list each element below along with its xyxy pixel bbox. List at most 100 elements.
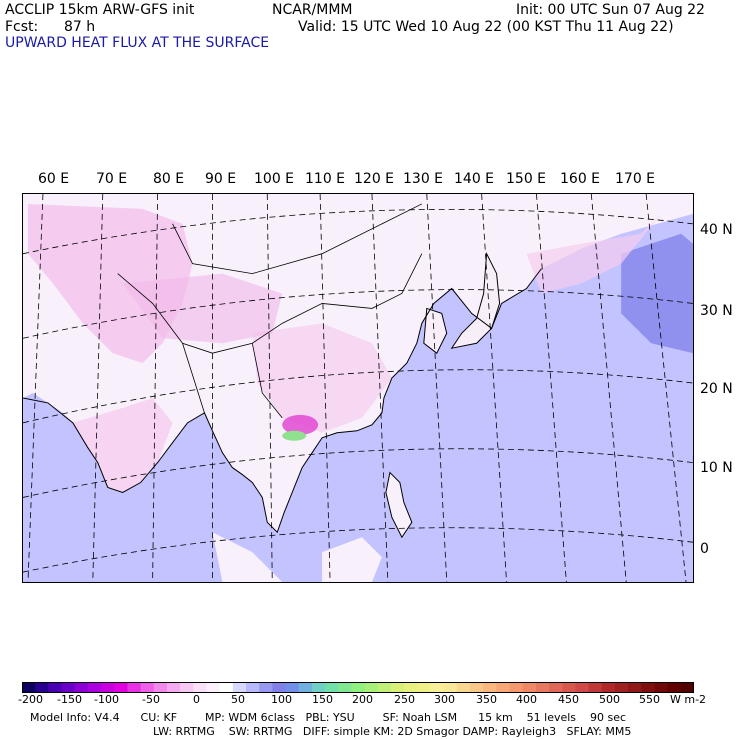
- colorbar-swatch: [127, 682, 142, 693]
- colorbar-swatch: [114, 682, 128, 693]
- land-pink-tibet: [122, 273, 283, 344]
- colorbar-swatch: [74, 682, 89, 693]
- colorbar-swatch: [549, 682, 563, 693]
- colorbar-tick: -50: [142, 693, 160, 706]
- colorbar-swatch: [509, 682, 524, 693]
- lat-label: 40 N: [700, 222, 733, 238]
- coastline-japan: [450, 251, 501, 349]
- colorbar-tick: 400: [516, 693, 537, 706]
- hotspot-green: [282, 430, 307, 441]
- colorbar-swatch: [496, 682, 511, 693]
- colorbar-tick: -150: [57, 693, 82, 706]
- colorbar-swatch: [522, 682, 537, 693]
- lon-label: 60 E: [38, 171, 70, 187]
- colorbar-swatch: [140, 682, 155, 693]
- colorbar-swatch: [61, 682, 76, 693]
- colorbar-swatch: [588, 682, 603, 693]
- colorbar-swatch: [285, 682, 300, 693]
- colorbar-swatch: [390, 682, 405, 693]
- colorbar-swatch: [575, 682, 590, 693]
- colorbar-swatch: [101, 682, 115, 693]
- country-borders: [117, 203, 423, 419]
- colorbar-swatch: [325, 682, 339, 693]
- colorbar-tick: 450: [558, 693, 579, 706]
- land-pink-china: [252, 323, 392, 433]
- colorbar-swatch: [562, 682, 576, 693]
- colorbar-swatch: [166, 682, 181, 693]
- land-sumatra: [212, 532, 283, 582]
- flux-map: [22, 193, 694, 583]
- colorbar-tick: 550: [639, 693, 660, 706]
- land-borneo: [322, 537, 382, 582]
- colorbar-swatch: [206, 682, 221, 693]
- lon-label: 130 E: [403, 171, 444, 187]
- colorbar-swatch: [377, 682, 392, 693]
- colorbar-swatch: [628, 682, 642, 693]
- field-title: UPWARD HEAT FLUX AT THE SURFACE: [5, 35, 270, 51]
- colorbar-swatch: [443, 682, 458, 693]
- colorbar: [22, 682, 694, 693]
- lon-label: 70 E: [96, 171, 128, 187]
- colorbar-tick: -100: [94, 693, 119, 706]
- colorbar-swatch: [456, 682, 471, 693]
- fcst-label: Fcst:: [5, 19, 39, 35]
- land-japan: [451, 253, 500, 349]
- lon-label: 150 E: [506, 171, 547, 187]
- colorbar-swatch: [22, 682, 36, 693]
- colorbar-border: [22, 682, 694, 693]
- colorbar-swatch: [430, 682, 445, 693]
- land-philippines: [385, 472, 412, 538]
- land-india: [72, 397, 173, 493]
- lon-label: 110 E: [305, 171, 346, 187]
- lon-label: 100 E: [254, 171, 295, 187]
- model-line: ACCLIP 15km ARW-GFS init: [5, 2, 195, 18]
- colorbar-tick: 250: [394, 693, 415, 706]
- colorbar-swatch: [180, 682, 194, 693]
- init-time: Init: 00 UTC Sun 07 Aug 22: [516, 2, 705, 18]
- lat-label: 10 N: [700, 460, 733, 476]
- colorbar-swatch: [667, 682, 682, 693]
- model-info-line2: LW: RRTMG SW: RRTMG DIFF: simple KM: 2D …: [153, 725, 632, 738]
- colorbar-tick: 50: [231, 693, 245, 706]
- colorbar-swatch: [219, 682, 234, 693]
- colorbar-swatch: [87, 682, 102, 693]
- colorbar-swatch: [535, 682, 550, 693]
- fcst-value: 87 h: [64, 19, 96, 35]
- lon-label: 120 E: [354, 171, 395, 187]
- colorbar-swatch: [246, 682, 260, 693]
- ocean-pink-plume: [526, 213, 662, 294]
- colorbar-swatch: [298, 682, 313, 693]
- colorbar-swatch: [193, 682, 207, 693]
- land-pink-west: [27, 203, 193, 364]
- colorbar-swatch: [351, 682, 366, 693]
- lat-label: 30 N: [700, 303, 733, 319]
- lon-label: 140 E: [454, 171, 495, 187]
- colorbar-swatch: [601, 682, 616, 693]
- org-label: NCAR/MMM: [272, 2, 353, 18]
- colorbar-swatch: [417, 682, 431, 693]
- colorbar-tick: 350: [476, 693, 497, 706]
- colorbar-swatch: [483, 682, 497, 693]
- lat-label: 20 N: [700, 381, 733, 397]
- colorbar-swatch: [272, 682, 287, 693]
- graticule: [23, 194, 693, 582]
- colorbar-swatch: [311, 682, 326, 693]
- ocean-dark-patch: [621, 233, 693, 354]
- colorbar-tick: 300: [434, 693, 455, 706]
- colorbar-swatch: [48, 682, 63, 693]
- colorbar-swatch: [680, 682, 694, 693]
- colorbar-swatch: [404, 682, 418, 693]
- lon-label: 160 E: [560, 171, 601, 187]
- colorbar-tick: 150: [312, 693, 333, 706]
- colorbar-tick: 0: [193, 693, 200, 706]
- colorbar-swatch: [470, 682, 484, 693]
- colorbar-swatch: [232, 682, 247, 693]
- colorbar-swatch: [614, 682, 629, 693]
- colorbar-tick: -200: [18, 693, 43, 706]
- colorbar-swatch: [153, 682, 168, 693]
- lat-label: 0: [700, 541, 709, 557]
- lon-label: 80 E: [153, 171, 185, 187]
- colorbar-tick: 200: [352, 693, 373, 706]
- colorbar-units: W m-2: [670, 693, 707, 706]
- colorbar-swatch: [654, 682, 669, 693]
